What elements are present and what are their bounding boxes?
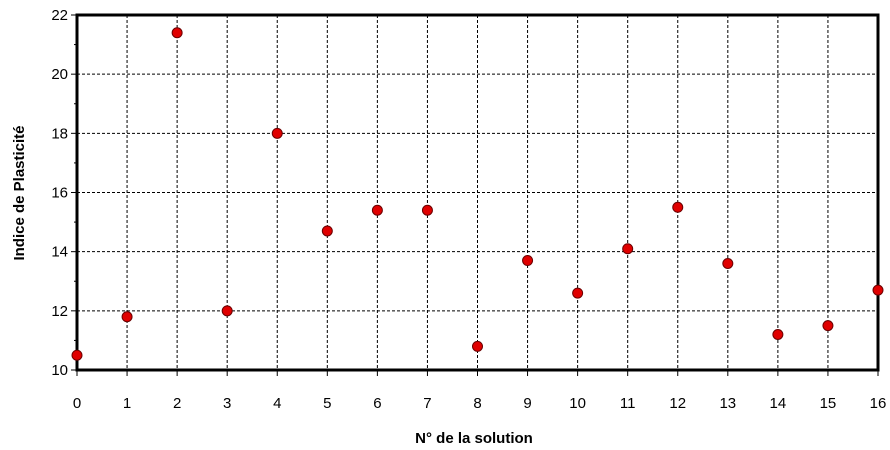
data-point (622, 243, 634, 255)
x-tick-label: 10 (569, 395, 586, 412)
data-point (271, 127, 283, 139)
x-axis-ticks: 0 1 2 3 4 5 6 7 8 9 10 11 12 13 14 15 16 (73, 370, 887, 412)
data-points (71, 27, 884, 361)
x-tick-label: 16 (870, 395, 887, 412)
data-point (121, 311, 133, 323)
x-tick-label: 14 (770, 395, 787, 412)
x-tick-label: 1 (123, 395, 131, 412)
data-point (371, 204, 383, 216)
x-tick-label: 5 (323, 395, 331, 412)
x-tick-label: 0 (73, 395, 81, 412)
x-tick-label: 13 (719, 395, 736, 412)
data-point (71, 349, 83, 361)
x-tick-label: 7 (423, 395, 431, 412)
data-point (522, 255, 534, 267)
y-tick-label: 22 (51, 7, 68, 24)
x-tick-label: 15 (820, 395, 837, 412)
y-axis-title: Indice de Plasticité (11, 125, 28, 260)
data-point (872, 284, 884, 296)
data-point (472, 340, 483, 352)
x-tick-label: 4 (273, 395, 281, 412)
data-point (722, 258, 734, 269)
data-point (772, 329, 784, 340)
data-point (822, 320, 834, 332)
y-axis-ticks: 10 12 14 16 18 20 22 (51, 7, 77, 379)
x-tick-label: 11 (620, 395, 636, 412)
data-point (421, 204, 433, 216)
x-tick-label: 8 (473, 395, 481, 412)
x-axis-title: N° de la solution (415, 430, 533, 447)
x-tick-label: 2 (173, 395, 181, 412)
x-tick-label: 12 (669, 395, 686, 412)
y-tick-label: 14 (51, 244, 68, 261)
y-tick-label: 10 (51, 362, 68, 379)
data-point (572, 287, 584, 299)
data-point (171, 27, 183, 39)
x-tick-label: 6 (373, 395, 381, 412)
y-tick-label: 16 (51, 185, 68, 202)
data-point (672, 201, 684, 213)
x-tick-label: 9 (523, 395, 531, 412)
data-point (321, 225, 333, 237)
y-tick-label: 20 (51, 66, 68, 83)
data-point (221, 305, 233, 317)
grid (77, 15, 878, 370)
x-tick-label: 3 (223, 395, 231, 412)
y-tick-label: 12 (51, 303, 68, 320)
plot-frame (75, 13, 880, 372)
y-tick-label: 18 (51, 125, 68, 142)
